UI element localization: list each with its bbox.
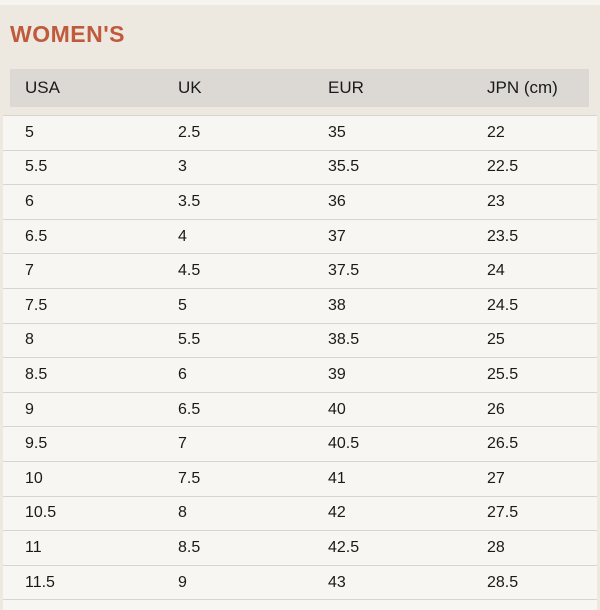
size-cell: 35 — [328, 123, 346, 141]
table-row: 11.5 9 43 28.5 — [3, 565, 597, 601]
size-cell: 26 — [487, 400, 505, 418]
size-cell: 23 — [487, 192, 505, 210]
size-cell: 41 — [328, 469, 346, 487]
size-cell: 42 — [328, 504, 346, 522]
size-cell: 6 — [178, 365, 187, 383]
size-cell: 7.5 — [178, 469, 201, 487]
size-cell: 22.5 — [487, 158, 519, 176]
table-row: 11 8.5 42.5 28 — [3, 531, 597, 566]
size-cell: 40.5 — [328, 435, 360, 453]
size-cell: 27.5 — [487, 504, 519, 522]
size-cell: 9.5 — [25, 435, 48, 453]
size-cell: 10.5 — [25, 504, 57, 522]
size-cell: 8 — [25, 331, 34, 349]
table-row: 10.5 8 42 27.5 — [3, 496, 597, 532]
size-cell: 43 — [328, 573, 346, 591]
size-cell: 4 — [178, 227, 187, 245]
size-cell: 6.5 — [25, 227, 48, 245]
size-cell: 35.5 — [328, 158, 360, 176]
size-cell: 7 — [25, 262, 34, 280]
size-cell: 8.5 — [25, 365, 48, 383]
size-cell: 3.5 — [178, 192, 201, 210]
size-cell: 10 — [25, 469, 43, 487]
table-row: 9 6.5 40 26 — [3, 392, 597, 428]
size-cell: 8.5 — [178, 538, 201, 556]
size-cell: 36 — [328, 192, 346, 210]
size-cell: 5.5 — [25, 158, 48, 176]
table-row: 7 4.5 37.5 24 — [3, 254, 597, 289]
size-cell: 7 — [178, 435, 187, 453]
size-cell: 25 — [487, 331, 505, 349]
size-cell: 23.5 — [487, 227, 519, 245]
table-row: 5 2.5 35 22 — [3, 116, 597, 151]
size-cell: 2.5 — [178, 123, 201, 141]
table-body: 5 2.5 35 22 5.5 3 35.5 22.5 6 3.5 36 23 6.5 4 37 23.5 7 4… — [3, 115, 597, 601]
table-row: 7.5 5 38 24.5 — [3, 288, 597, 324]
size-cell: 27 — [487, 469, 505, 487]
size-cell: 5 — [178, 296, 187, 314]
size-cell: 8 — [178, 504, 187, 522]
column-header-uk: UK — [178, 78, 202, 97]
size-cell: 22 — [487, 123, 505, 141]
table-row: 5.5 3 35.5 22.5 — [3, 150, 597, 186]
size-cell: 6.5 — [178, 400, 201, 418]
top-strip — [0, 0, 600, 5]
size-cell: 3 — [178, 158, 187, 176]
size-cell: 6 — [25, 192, 34, 210]
page-title: WOMEN'S — [10, 21, 126, 47]
size-cell: 38.5 — [328, 331, 360, 349]
table-row: 8 5.5 38.5 25 — [3, 323, 597, 359]
size-cell: 7.5 — [25, 296, 48, 314]
size-cell: 38 — [328, 296, 346, 314]
size-cell: 5 — [25, 123, 34, 141]
size-cell: 4.5 — [178, 262, 201, 280]
size-cell: 37.5 — [328, 262, 360, 280]
size-cell: 9 — [178, 573, 187, 591]
size-cell: 5.5 — [178, 331, 201, 349]
size-cell: 42.5 — [328, 538, 360, 556]
size-cell: 11.5 — [25, 573, 55, 591]
table-row: 8.5 6 39 25.5 — [3, 358, 597, 393]
size-cell: 28.5 — [487, 573, 519, 591]
size-cell: 40 — [328, 400, 346, 418]
size-cell: 25.5 — [487, 365, 519, 383]
column-header-eur: EUR — [328, 78, 364, 97]
size-cell: 37 — [328, 227, 346, 245]
size-cell: 39 — [328, 365, 346, 383]
table-row: 6 3.5 36 23 — [3, 185, 597, 220]
table-row: 9.5 7 40.5 26.5 — [3, 427, 597, 462]
table-row: 10 7.5 41 27 — [3, 461, 597, 497]
column-header-jpn: JPN (cm) — [487, 78, 558, 97]
size-cell: 28 — [487, 538, 505, 556]
partial-row — [3, 600, 597, 610]
size-cell: 11 — [25, 538, 42, 556]
table-row: 6.5 4 37 23.5 — [3, 219, 597, 255]
table-header-row: USA UK EUR JPN (cm) — [10, 69, 589, 107]
size-cell: 24 — [487, 262, 505, 280]
size-cell: 26.5 — [487, 435, 519, 453]
size-cell: 9 — [25, 400, 34, 418]
column-header-usa: USA — [25, 78, 60, 97]
size-cell: 24.5 — [487, 296, 519, 314]
